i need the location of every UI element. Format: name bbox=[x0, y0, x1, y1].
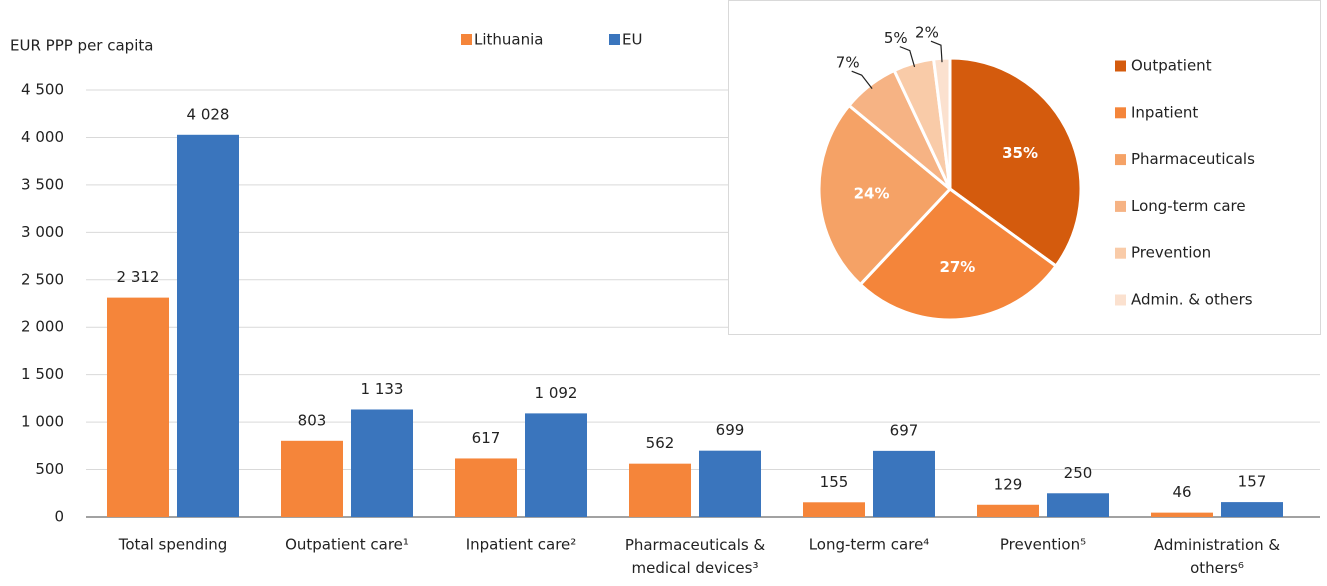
pie-label: 7% bbox=[836, 54, 860, 72]
data-label: 250 bbox=[1064, 464, 1093, 482]
pie-label: 35% bbox=[1002, 144, 1038, 162]
y-tick-label: 4 000 bbox=[21, 128, 64, 146]
bar bbox=[977, 504, 1039, 517]
y-axis-label: EUR PPP per capita bbox=[10, 37, 153, 55]
pie-slice bbox=[858, 187, 1059, 322]
legend-label: Long-term care bbox=[1131, 197, 1246, 215]
y-tick-label: 3 500 bbox=[21, 175, 64, 193]
data-label: 617 bbox=[472, 429, 501, 447]
data-label: 562 bbox=[646, 434, 675, 452]
legend-label: Inpatient bbox=[1131, 103, 1198, 121]
data-label: 1 133 bbox=[361, 380, 404, 398]
legend-swatch bbox=[1115, 154, 1126, 166]
legend-swatch bbox=[1115, 294, 1126, 306]
data-label: 2 312 bbox=[117, 268, 160, 286]
leader-line bbox=[851, 70, 873, 89]
data-label: 4 028 bbox=[187, 105, 230, 123]
bar bbox=[803, 502, 865, 517]
legend-label: Prevention bbox=[1131, 244, 1211, 262]
bar bbox=[699, 450, 761, 517]
legend-swatch bbox=[609, 34, 620, 45]
data-label: 697 bbox=[890, 421, 919, 439]
legend-swatch bbox=[1115, 200, 1126, 212]
legend-label: EU bbox=[622, 31, 642, 49]
y-tick-label: 1 000 bbox=[21, 413, 64, 431]
bar bbox=[525, 413, 587, 517]
y-tick-label: 2 000 bbox=[21, 318, 64, 336]
x-tick-label: Total spending bbox=[118, 536, 228, 554]
bar bbox=[1221, 502, 1283, 517]
bar bbox=[281, 440, 343, 517]
x-tick-label: Pharmaceuticals & medical devices³ bbox=[625, 536, 766, 577]
bar bbox=[1151, 512, 1213, 517]
data-label: 46 bbox=[1172, 483, 1191, 501]
legend-swatch bbox=[1115, 247, 1126, 259]
bar bbox=[177, 134, 239, 518]
x-tick-label: Administration & others⁶ bbox=[1154, 536, 1281, 577]
x-tick-label: Outpatient care¹ bbox=[285, 536, 409, 554]
x-tick-label: Long-term care⁴ bbox=[809, 536, 930, 554]
legend-label: Outpatient bbox=[1131, 57, 1212, 75]
data-label: 699 bbox=[716, 421, 745, 439]
leader-line bbox=[930, 40, 943, 63]
y-tick-label: 2 500 bbox=[21, 270, 64, 288]
legend-swatch bbox=[461, 34, 472, 45]
data-label: 155 bbox=[820, 473, 849, 491]
y-tick-label: 0 bbox=[54, 508, 64, 526]
x-tick-label: Inpatient care² bbox=[466, 536, 577, 554]
bar bbox=[629, 463, 691, 517]
bar bbox=[1047, 493, 1109, 517]
y-tick-label: 3 000 bbox=[21, 223, 64, 241]
y-tick-label: 1 500 bbox=[21, 365, 64, 383]
data-label: 1 092 bbox=[535, 384, 578, 402]
legend-label: Lithuania bbox=[474, 31, 543, 49]
bar bbox=[107, 297, 169, 517]
pie-label: 2% bbox=[915, 24, 939, 42]
legend-swatch bbox=[1115, 60, 1126, 72]
legend-label: Admin. & others bbox=[1131, 291, 1253, 309]
legend-swatch bbox=[1115, 107, 1126, 119]
y-tick-label: 500 bbox=[35, 460, 64, 478]
y-tick-label: 4 500 bbox=[21, 81, 64, 99]
pie-label: 27% bbox=[939, 258, 975, 276]
data-label: 157 bbox=[1238, 473, 1267, 491]
pie-label: 24% bbox=[854, 184, 890, 202]
pie-slice bbox=[817, 103, 953, 287]
bar bbox=[873, 450, 935, 517]
data-label: 803 bbox=[298, 411, 327, 429]
x-tick-label: Prevention⁵ bbox=[1000, 536, 1086, 554]
pie-slice bbox=[948, 56, 1083, 269]
bar bbox=[455, 458, 517, 517]
bar bbox=[351, 409, 413, 517]
leader-line bbox=[899, 46, 916, 68]
legend-label: Pharmaceuticals bbox=[1131, 150, 1255, 168]
data-label: 129 bbox=[994, 475, 1023, 493]
pie-label: 5% bbox=[884, 29, 908, 47]
